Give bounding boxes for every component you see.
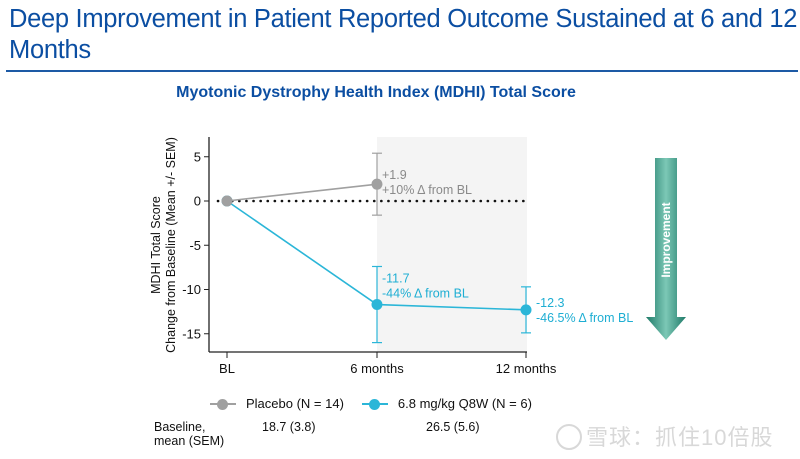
- data-point: [221, 195, 233, 207]
- legend-item-treatment: 6.8 mg/kg Q8W (N = 6): [361, 396, 532, 411]
- baseline-placebo: 18.7 (3.8): [262, 420, 316, 434]
- data-point: [520, 304, 532, 316]
- data-label-value: -11.7: [382, 272, 410, 286]
- baseline-treatment: 26.5 (5.6): [426, 420, 480, 434]
- chart-title: Myotonic Dystrophy Health Index (MDHI) T…: [176, 84, 576, 101]
- baseline-label-line1: Baseline,: [154, 420, 206, 434]
- legend-item-placebo: Placebo (N = 14): [210, 396, 344, 411]
- series-line: [226, 183, 378, 202]
- watermark: 雪球：抓住10倍股: [556, 420, 773, 452]
- legend-swatch-treatment: [361, 398, 388, 410]
- x-tick-label: BL: [219, 361, 235, 376]
- improvement-arrow-icon: [646, 158, 686, 340]
- data-point: [371, 299, 383, 311]
- y-tick-label: -15: [182, 326, 201, 341]
- snowball-logo-icon: [556, 424, 582, 451]
- series-placebo: +1.9+10% Δ from BL: [221, 152, 472, 216]
- x-tick-label: 12 months: [496, 361, 557, 376]
- shaded-region: [377, 137, 527, 352]
- improvement-arrow-label: Improvement: [659, 202, 673, 277]
- chart-legend: Placebo (N = 14) 6.8 mg/kg Q8W (N = 6): [210, 396, 550, 411]
- x-tick-label: 6 months: [350, 361, 404, 376]
- y-tick-label: 0: [194, 194, 201, 209]
- legend-label-treatment: 6.8 mg/kg Q8W (N = 6): [397, 396, 532, 411]
- baseline-label-line2: mean (SEM): [154, 434, 225, 448]
- slide-title: Deep Improvement in Patient Reported Out…: [9, 5, 798, 64]
- y-tick-label: 5: [194, 149, 201, 164]
- data-label-change: -46.5% Δ from BL: [536, 311, 633, 325]
- data-label-change: -44% Δ from BL: [382, 287, 469, 301]
- baseline-label: Baseline, mean (SEM): [154, 420, 224, 448]
- watermark-text: 雪球：抓住10倍股: [586, 425, 774, 450]
- data-label-value: +1.9: [382, 168, 407, 182]
- y-axis-title-line1: MDHI Total Score: [149, 196, 163, 294]
- y-axis-title-line2: Change from Baseline (Mean +/- SEM): [164, 137, 178, 353]
- data-label-change: +10% Δ from BL: [382, 183, 472, 197]
- title-divider: [6, 70, 798, 72]
- data-point: [371, 178, 383, 190]
- legend-swatch-placebo: [210, 398, 236, 410]
- legend-label-placebo: Placebo (N = 14): [246, 396, 344, 411]
- y-tick-label: -5: [189, 238, 201, 253]
- data-label-value: -12.3: [536, 296, 565, 310]
- y-tick-label: -10: [182, 282, 201, 297]
